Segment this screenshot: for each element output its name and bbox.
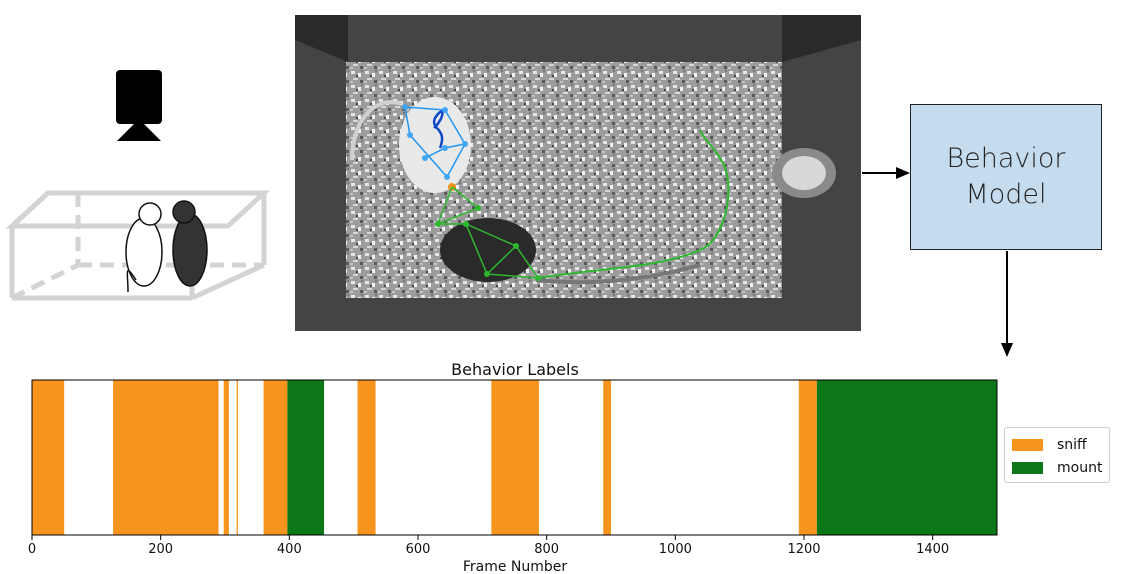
arrow-to-model: [862, 167, 910, 179]
cage-illustration: [5, 190, 271, 301]
x-tick-label-200: 200: [148, 542, 173, 557]
model-label-line1: Behavior: [946, 143, 1066, 174]
chart-title: Behavior Labels: [451, 360, 579, 379]
model-label-line2: Model: [965, 179, 1047, 210]
bar-sniff-4: [263, 380, 288, 535]
legend-label-mount: mount: [1057, 460, 1103, 476]
behavior-chart: Behavior Labels 0 200 400 600 800 1000 1200 140…: [28, 360, 998, 574]
bar-sniff-6: [491, 380, 539, 535]
white-mouse-icon: [125, 202, 163, 293]
bar-sniff-1: [113, 380, 219, 535]
behavior-model-box: Behavior Model: [910, 104, 1102, 250]
black-mouse-image: [440, 218, 701, 285]
x-axis-label: Frame Number: [463, 559, 568, 574]
bar-sniff-8: [798, 380, 817, 535]
x-tick-label-0: 0: [28, 542, 36, 557]
black-mouse-icon: [172, 200, 208, 287]
bar-sniff-5: [357, 380, 376, 535]
white-mouse-image: [350, 97, 471, 193]
green-pose-skeleton: [435, 129, 730, 281]
bar-sniff-3: [236, 380, 238, 535]
water-bottle-icon: [772, 148, 836, 198]
legend: sniff mount: [1004, 427, 1110, 483]
x-tick-label-400: 400: [277, 542, 302, 557]
x-tick-label-1000: 1000: [659, 542, 692, 557]
x-tick-label-1400: 1400: [916, 542, 949, 557]
bar-mount-0: [287, 380, 325, 535]
legend-item-mount: mount: [1012, 459, 1102, 477]
tracking-video-frame: [295, 15, 861, 331]
camera-icon: [116, 70, 162, 141]
legend-item-sniff: sniff: [1012, 436, 1087, 454]
bar-sniff-2: [223, 380, 229, 535]
x-tick-label-600: 600: [406, 542, 431, 557]
x-tick-label-800: 800: [534, 542, 559, 557]
legend-swatch-sniff: [1012, 439, 1043, 451]
bar-sniff-0: [32, 380, 65, 535]
legend-label-sniff: sniff: [1057, 437, 1087, 453]
bar-mount-1: [816, 380, 997, 535]
x-tick-label-1200: 1200: [787, 542, 820, 557]
arrow-to-labels: [1001, 251, 1013, 357]
plot-frame: [31, 379, 998, 536]
blue-pose-skeleton: [402, 104, 468, 191]
legend-swatch-mount: [1012, 462, 1043, 474]
bar-sniff-7: [603, 380, 611, 535]
